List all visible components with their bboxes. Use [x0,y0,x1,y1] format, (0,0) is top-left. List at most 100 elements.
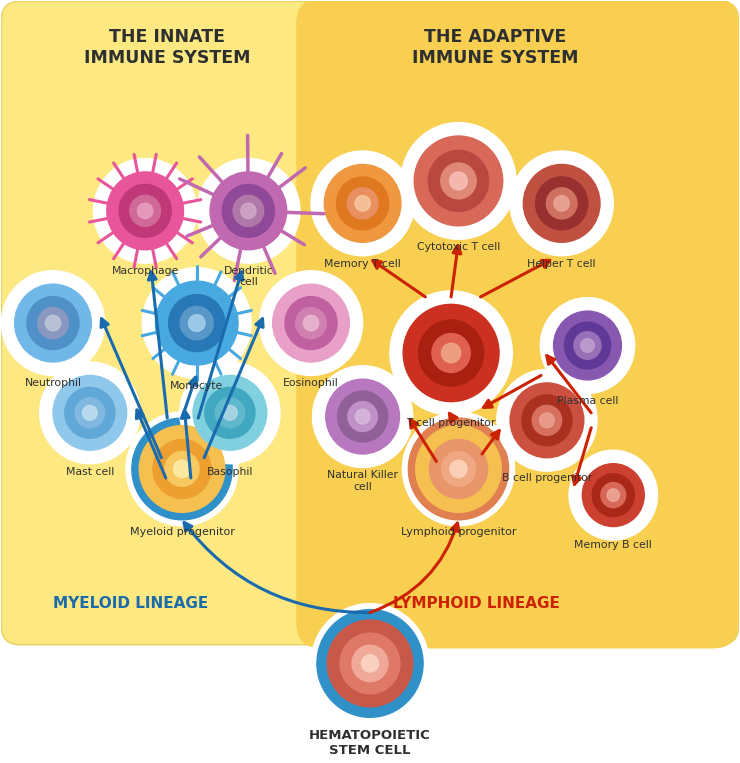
Text: Lymphoid progenitor: Lymphoid progenitor [401,527,517,537]
Circle shape [139,426,225,512]
Circle shape [607,489,619,501]
Circle shape [510,383,584,458]
Text: Helper T cell: Helper T cell [528,259,596,269]
Circle shape [582,464,645,526]
Circle shape [403,412,514,526]
Text: Eosinophil: Eosinophil [283,378,339,388]
Circle shape [138,203,153,219]
Circle shape [574,332,601,359]
Circle shape [189,314,205,331]
Circle shape [53,375,127,450]
Text: Dendritic
cell: Dendritic cell [223,266,273,288]
Circle shape [540,298,635,394]
Circle shape [565,322,610,369]
Circle shape [165,452,199,486]
Circle shape [82,405,97,420]
Circle shape [324,165,401,243]
Circle shape [38,307,68,339]
Circle shape [403,304,499,401]
Circle shape [193,375,267,450]
Circle shape [340,633,400,694]
Circle shape [442,343,461,362]
Circle shape [312,365,413,468]
Text: Memory T cell: Memory T cell [324,259,401,269]
Circle shape [93,159,197,263]
Circle shape [311,151,414,256]
Text: Cytotoxic T cell: Cytotoxic T cell [417,243,500,253]
Circle shape [215,398,245,428]
Circle shape [65,388,115,438]
Circle shape [173,460,191,478]
Circle shape [180,362,280,464]
Circle shape [361,655,379,672]
Circle shape [401,123,516,240]
Text: HEMATOPOIETIC
STEM CELL: HEMATOPOIETIC STEM CELL [309,729,431,757]
Text: Natural Killer
cell: Natural Killer cell [327,471,398,491]
Text: Plasma cell: Plasma cell [556,396,618,407]
Circle shape [428,150,488,211]
Text: Basophil: Basophil [206,467,253,477]
Circle shape [581,339,594,353]
Circle shape [497,369,597,472]
Circle shape [75,398,104,428]
Circle shape [429,439,488,498]
Circle shape [317,610,423,717]
Circle shape [326,379,400,454]
Circle shape [523,165,600,243]
Circle shape [27,297,79,349]
Text: T cell progenitor: T cell progenitor [406,418,496,428]
Circle shape [197,159,300,263]
Circle shape [240,203,256,219]
Text: Neutrophil: Neutrophil [24,378,81,388]
Circle shape [327,620,413,707]
Circle shape [416,426,501,512]
Circle shape [337,177,388,230]
Circle shape [311,604,429,723]
Circle shape [419,320,484,386]
Circle shape [441,163,476,199]
Circle shape [296,307,326,339]
Circle shape [414,136,502,226]
Circle shape [260,271,363,375]
Circle shape [45,315,61,331]
Circle shape [181,306,213,340]
Circle shape [347,188,378,219]
FancyBboxPatch shape [296,0,739,649]
Text: Monocyte: Monocyte [170,382,223,391]
Circle shape [522,395,572,446]
Circle shape [142,268,252,378]
Circle shape [554,311,622,380]
Circle shape [130,195,161,227]
Circle shape [303,315,319,331]
Circle shape [348,401,377,432]
Text: THE INNATE
IMMUNE SYSTEM: THE INNATE IMMUNE SYSTEM [84,27,251,67]
Circle shape [510,151,613,256]
Circle shape [223,405,238,420]
Circle shape [233,195,263,227]
Circle shape [1,271,104,375]
Circle shape [337,391,388,442]
Circle shape [592,474,634,517]
Circle shape [601,482,625,507]
Circle shape [169,295,225,352]
Text: THE ADAPTIVE
IMMUNE SYSTEM: THE ADAPTIVE IMMUNE SYSTEM [412,27,579,67]
Circle shape [408,418,508,520]
Circle shape [450,460,467,478]
Circle shape [15,284,91,362]
Text: LYMPHOID LINEAGE: LYMPHOID LINEAGE [394,596,560,611]
Circle shape [205,388,255,438]
Circle shape [132,418,232,520]
Text: B cell progenitor: B cell progenitor [502,473,592,483]
FancyBboxPatch shape [1,2,739,645]
Circle shape [532,405,562,435]
Circle shape [390,291,512,415]
Circle shape [569,450,658,540]
Text: Memory B cell: Memory B cell [574,540,652,550]
Circle shape [119,185,171,237]
Circle shape [355,409,370,424]
Circle shape [536,177,588,230]
Text: Myeloid progenitor: Myeloid progenitor [130,527,235,537]
Circle shape [126,412,238,526]
Circle shape [272,284,349,362]
Circle shape [153,439,211,498]
